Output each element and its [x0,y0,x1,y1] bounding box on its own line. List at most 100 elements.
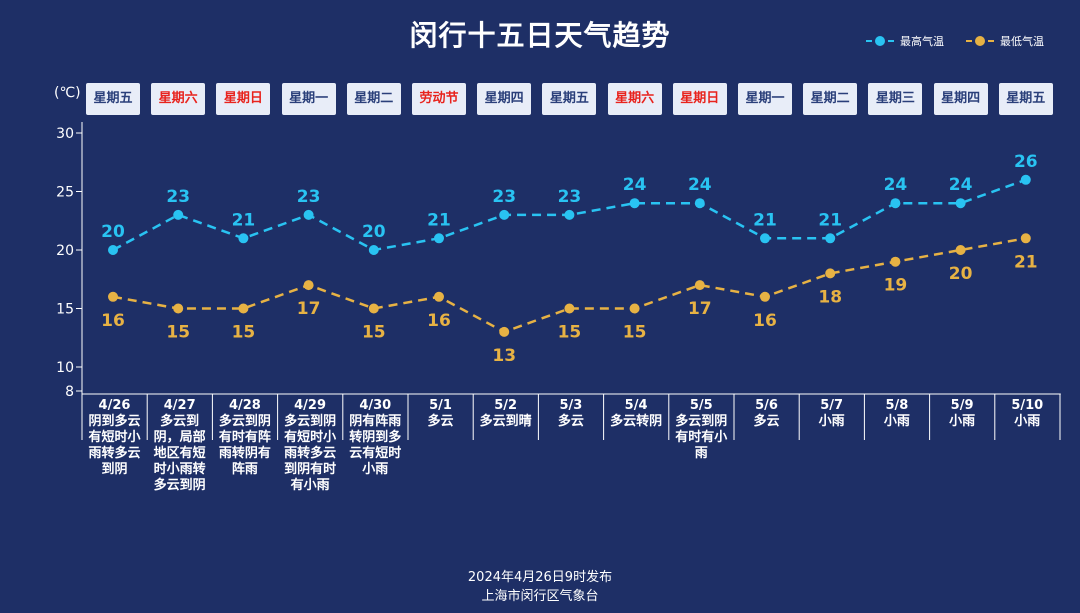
data-point-high [825,233,836,244]
forecast-date: 4/26 [98,398,131,413]
data-point-high [434,233,444,244]
data-label-high: 26 [1014,152,1038,172]
forecast-cell: 5/9 小雨 [930,398,995,430]
data-point-high [955,198,966,209]
data-point-low [1020,233,1031,244]
data-point-high [1020,174,1031,185]
data-point-low [303,280,314,291]
data-label-high: 21 [753,210,777,230]
data-label-low: 21 [1014,252,1038,272]
chart-title: 闵行十五日天气趋势 [409,19,671,52]
data-point-low [825,268,836,279]
data-point-high [368,245,379,255]
data-point-low [694,280,705,291]
forecast-description: 多云到晴 [479,414,532,429]
forecast-cell: 5/8 小雨 [864,398,929,430]
forecast-date: 5/5 [689,398,713,413]
legend-marker-high [866,36,894,46]
data-point-low [499,326,510,337]
data-point-low [760,291,770,302]
data-label-low: 20 [949,264,973,284]
data-label-low: 15 [166,323,190,343]
y-tick-label: 25 [56,185,74,201]
forecast-date: 5/2 [494,398,518,413]
data-label-low: 17 [688,299,712,319]
forecast-cell: 4/29 多云到阴有短时小雨转多云到阴有时有小雨 [278,398,343,494]
forecast-description: 多云到阴有短时小雨转多云到阴有时有小雨 [284,414,337,493]
forecast-cell: 4/26 阴到多云有短时小雨转多云到阴 [82,398,147,478]
data-label-low: 17 [297,299,321,319]
data-label-high: 21 [818,210,842,230]
data-point-high [238,233,249,244]
data-label-high: 23 [492,187,516,207]
forecast-date: 5/3 [559,398,583,413]
forecast-description: 小雨 [883,414,910,429]
data-label-high: 20 [101,222,125,242]
data-point-low [238,303,249,314]
forecast-description: 多云到阴有时有小雨 [675,414,728,461]
forecast-cell: 5/6 多云 [734,398,799,430]
forecast-date: 4/28 [228,398,261,413]
data-label-low: 15 [623,323,647,343]
y-tick-label: 30 [56,126,74,142]
data-point-high [499,209,510,220]
weekday-label: 星期四 [477,83,532,115]
forecast-date: 5/10 [1011,398,1044,413]
data-label-high: 24 [884,175,908,195]
data-point-low [173,303,184,314]
data-label-low: 15 [362,323,386,343]
publish-time: 2024年4月26日9时发布 [467,570,613,585]
data-point-low [368,303,379,314]
legend-item-low: 最低气温 [966,33,1044,49]
legend-label-high: 最高气温 [900,35,944,48]
weekday-label: 星期六 [607,83,662,115]
forecast-date: 5/9 [950,398,974,413]
data-label-high: 21 [427,210,451,230]
forecast-cell: 5/10 小雨 [995,398,1060,430]
forecast-cell: 4/28 多云到阴有时有阵雨转阴有阵雨 [212,398,277,478]
data-label-low: 16 [753,311,777,331]
forecast-description: 多云 [427,414,454,429]
data-point-low [434,291,444,302]
data-point-low [108,291,118,302]
forecast-date: 5/4 [624,398,648,413]
legend-item-high: 最高气温 [866,33,944,49]
forecast-date: 5/7 [820,398,844,413]
forecast-cell: 5/4 多云转阴 [604,398,669,430]
forecast-cell: 5/2 多云到晴 [473,398,538,430]
legend-marker-low [966,36,994,46]
weekday-label: 星期二 [803,83,858,115]
data-point-high [173,209,184,220]
data-label-low: 15 [232,323,256,343]
data-label-high: 21 [232,210,256,230]
forecast-description: 多云到阴，局部地区有短时小雨转多云到阴 [153,414,206,493]
weekday-label: 星期一 [281,83,336,115]
weekday-label: 星期六 [151,83,206,115]
data-point-high [564,209,575,220]
forecast-date: 5/1 [429,398,452,413]
y-tick-label: 15 [56,302,74,318]
data-label-high: 24 [623,175,647,195]
data-label-high: 23 [297,187,321,207]
forecast-cell: 5/5 多云到阴有时有小雨 [669,398,734,462]
weekday-label: 星期四 [933,83,988,115]
data-label-high: 23 [558,187,582,207]
data-label-low: 16 [101,311,125,331]
data-point-low [564,303,575,314]
forecast-date: 4/29 [294,398,327,413]
data-point-high [303,209,314,220]
data-point-low [955,245,966,255]
data-label-high: 24 [688,175,712,195]
data-label-low: 18 [818,287,842,307]
data-label-low: 13 [492,346,516,366]
data-point-high [108,245,118,255]
y-axis-unit: (℃) [54,85,81,101]
forecast-description: 阴有阵雨转阴到多云有短时小雨 [349,414,402,477]
data-label-high: 20 [362,222,386,242]
forecast-cell: 4/30 阴有阵雨转阴到多云有短时小雨 [343,398,408,478]
forecast-date: 5/8 [885,398,909,413]
y-tick-label: 10 [56,360,74,376]
forecast-date: 5/6 [755,398,778,413]
weekday-label: 星期二 [346,83,401,115]
weekday-label: 劳动节 [412,83,466,115]
